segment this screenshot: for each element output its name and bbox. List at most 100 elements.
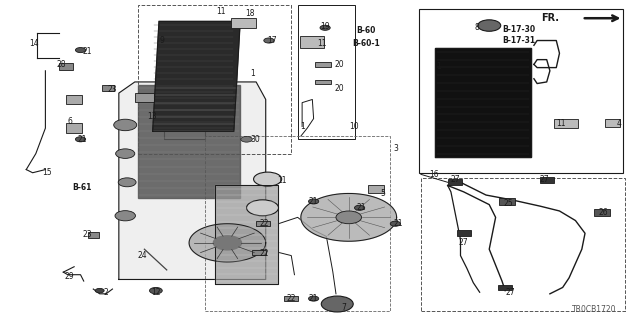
Circle shape xyxy=(115,211,136,221)
Text: 1: 1 xyxy=(251,69,255,78)
Circle shape xyxy=(95,288,104,293)
Text: 13: 13 xyxy=(147,113,157,122)
Text: 2: 2 xyxy=(104,288,108,297)
Text: 21: 21 xyxy=(356,203,366,212)
Circle shape xyxy=(390,221,401,226)
Text: B-17-30: B-17-30 xyxy=(502,25,536,34)
Bar xyxy=(255,221,269,226)
Bar xyxy=(449,179,463,185)
Bar xyxy=(59,62,73,69)
Text: 20: 20 xyxy=(334,60,344,69)
Polygon shape xyxy=(213,236,241,250)
Text: 27: 27 xyxy=(506,288,515,297)
Bar xyxy=(298,5,355,139)
Circle shape xyxy=(76,137,86,142)
Text: 25: 25 xyxy=(504,198,513,207)
Bar xyxy=(419,9,623,173)
Bar xyxy=(135,93,154,102)
Text: 18: 18 xyxy=(245,9,255,18)
Text: 11: 11 xyxy=(277,176,287,185)
Text: 9: 9 xyxy=(160,36,164,45)
Text: 11: 11 xyxy=(317,39,326,48)
Text: 15: 15 xyxy=(42,168,52,177)
Circle shape xyxy=(241,136,252,142)
Text: 24: 24 xyxy=(138,251,147,260)
Text: B-17-31: B-17-31 xyxy=(502,36,536,45)
Text: TR0CB1720: TR0CB1720 xyxy=(572,305,617,314)
Text: 21: 21 xyxy=(308,294,317,303)
Text: 1: 1 xyxy=(436,61,440,70)
Circle shape xyxy=(320,25,330,30)
Text: 21: 21 xyxy=(77,135,87,144)
Bar xyxy=(595,209,611,216)
Bar xyxy=(205,136,390,311)
Text: 28: 28 xyxy=(56,60,66,69)
Circle shape xyxy=(118,178,136,187)
Bar xyxy=(230,18,256,28)
Circle shape xyxy=(246,200,278,216)
Text: 3: 3 xyxy=(393,144,398,153)
Bar xyxy=(316,80,331,84)
Circle shape xyxy=(308,296,319,301)
Text: 11: 11 xyxy=(557,119,566,128)
Bar xyxy=(368,185,384,193)
Text: 23: 23 xyxy=(108,85,117,94)
Polygon shape xyxy=(138,85,240,198)
Polygon shape xyxy=(214,186,278,284)
Text: 16: 16 xyxy=(429,170,438,179)
Text: 23: 23 xyxy=(82,230,92,239)
Text: 10: 10 xyxy=(349,122,358,131)
Text: 8: 8 xyxy=(474,23,479,32)
Bar xyxy=(499,198,515,204)
Text: 7: 7 xyxy=(341,303,346,312)
Text: 1: 1 xyxy=(300,122,305,131)
Bar xyxy=(102,85,114,91)
Text: 21: 21 xyxy=(309,197,318,206)
Text: 30: 30 xyxy=(250,135,260,144)
Circle shape xyxy=(114,119,137,131)
Circle shape xyxy=(336,211,362,224)
Bar xyxy=(421,178,625,311)
Circle shape xyxy=(150,287,163,294)
Text: 27: 27 xyxy=(451,175,460,184)
Bar xyxy=(300,36,324,49)
Polygon shape xyxy=(153,21,240,131)
Text: 27: 27 xyxy=(458,238,468,247)
Bar xyxy=(88,232,99,238)
Circle shape xyxy=(264,38,274,43)
Text: 22: 22 xyxy=(287,294,296,303)
Circle shape xyxy=(253,172,282,186)
Text: 17: 17 xyxy=(268,36,277,45)
Bar xyxy=(540,177,554,183)
Polygon shape xyxy=(119,82,266,279)
Bar xyxy=(316,61,331,67)
Text: 22: 22 xyxy=(260,219,269,228)
Text: 12: 12 xyxy=(151,288,161,297)
Circle shape xyxy=(116,149,135,158)
Text: 26: 26 xyxy=(598,208,608,217)
Text: B-61: B-61 xyxy=(73,183,92,192)
Text: 21: 21 xyxy=(82,47,92,56)
Bar xyxy=(66,123,82,133)
Text: 27: 27 xyxy=(540,175,550,184)
Text: 20: 20 xyxy=(334,84,344,93)
Text: FR.: FR. xyxy=(541,13,559,23)
Bar xyxy=(554,119,578,128)
Text: B-60-1: B-60-1 xyxy=(352,39,380,48)
Text: 6: 6 xyxy=(67,117,72,126)
Bar xyxy=(284,296,298,301)
Circle shape xyxy=(477,20,500,31)
Text: 22: 22 xyxy=(260,250,269,259)
Polygon shape xyxy=(189,224,266,262)
Circle shape xyxy=(321,296,353,312)
Bar xyxy=(605,119,620,127)
Bar xyxy=(458,230,471,236)
Polygon shape xyxy=(435,49,531,157)
Text: B-60: B-60 xyxy=(356,27,376,36)
Text: 29: 29 xyxy=(65,272,74,281)
Bar xyxy=(498,284,512,290)
Text: 11: 11 xyxy=(216,7,226,16)
Text: 14: 14 xyxy=(29,39,38,48)
Bar xyxy=(66,95,82,104)
Circle shape xyxy=(308,199,319,204)
